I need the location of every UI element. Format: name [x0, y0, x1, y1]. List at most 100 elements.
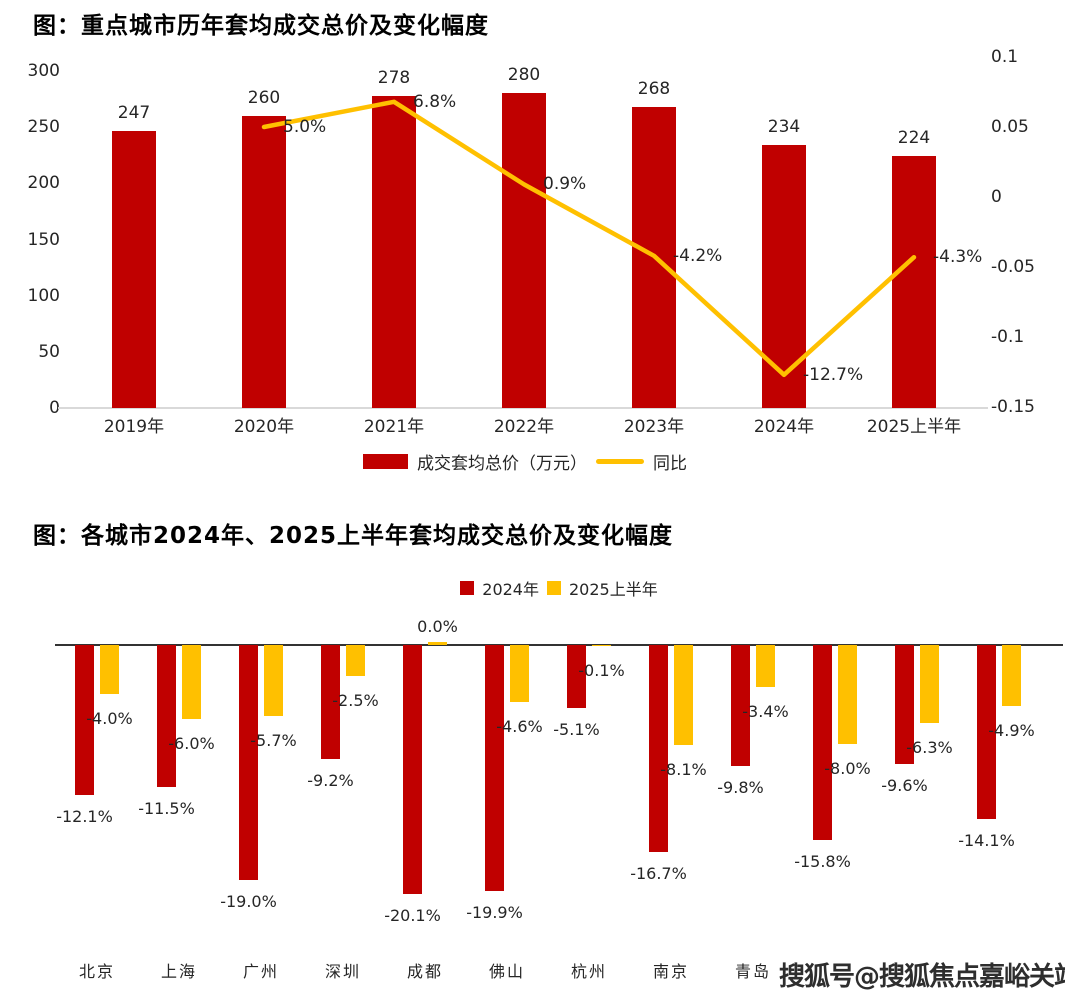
value-label-2024: -12.1% [56, 806, 113, 826]
chart1-title: 图：重点城市历年套均成交总价及变化幅度 [33, 13, 489, 39]
bar-value-label: 234 [767, 117, 801, 138]
value-label-2025h1: -6.0% [168, 734, 215, 754]
chart2-legend: 2024年 2025上半年 [55, 576, 1063, 600]
yoy-value-label: 6.8% [413, 91, 457, 112]
bar-2024 [75, 645, 94, 795]
value-label-2024: -11.5% [138, 799, 195, 819]
bar-value-label: 247 [117, 102, 151, 123]
yoy-value-label: -12.7% [803, 364, 864, 385]
bar-2025h1 [346, 645, 365, 676]
axis-tick-left: 200 [27, 173, 60, 194]
axis-tick-right: 0.1 [991, 47, 1019, 67]
value-label-2025h1: -2.5% [332, 690, 379, 710]
axis-tick-right: -0.15 [991, 397, 1035, 417]
legend2-2025h1-label: 2025上半年 [569, 580, 658, 599]
city-label: 成都 [406, 962, 443, 981]
legend2-2024-label: 2024年 [482, 580, 539, 599]
bar-2024 [321, 645, 340, 759]
value-label-2024: -9.2% [307, 770, 354, 790]
value-label-2025h1: -6.3% [906, 737, 953, 757]
axis-tick-left: 0 [49, 398, 60, 418]
bar-2025h1 [428, 642, 447, 645]
city-label: 南京 [652, 962, 689, 981]
value-label-2025h1: -8.1% [660, 760, 707, 780]
price-bar [372, 95, 416, 408]
axis-tick-right: -0.05 [991, 257, 1035, 277]
city-label: 深圳 [324, 962, 361, 981]
bar-2025h1 [756, 645, 775, 688]
value-label-2025h1: -0.1% [578, 661, 625, 681]
axis-tick-right: 0.05 [991, 117, 1029, 137]
yoy-value-label: 0.9% [543, 174, 587, 195]
value-label-2025h1: -4.9% [988, 720, 1035, 740]
price-bar [112, 130, 156, 408]
legend1-line-swatch [596, 459, 644, 464]
price-bar [632, 106, 676, 408]
value-label-2025h1: -4.6% [496, 716, 543, 736]
city-label: 广州 [242, 962, 279, 981]
category-label: 2020年 [233, 417, 295, 437]
category-label: 2024年 [753, 417, 815, 437]
legend1-line-label: 同比 [653, 454, 687, 474]
price-bar [242, 115, 286, 408]
bar-2024 [731, 645, 750, 767]
bar-value-label: 280 [507, 65, 541, 86]
city-label: 杭州 [570, 962, 607, 981]
city-label: 北京 [78, 962, 115, 981]
city-label: 青岛 [734, 962, 771, 981]
price-bar [892, 156, 936, 408]
value-label-2024: -14.1% [958, 831, 1015, 851]
bar-2025h1 [510, 645, 529, 702]
city-label: 上海 [160, 962, 197, 981]
city-label: 佛山 [488, 962, 525, 981]
bar-2025h1 [1002, 645, 1021, 706]
chart2-title: 图：各城市2024年、2025上半年套均成交总价及变化幅度 [33, 523, 674, 549]
axis-tick-left: 100 [27, 285, 60, 306]
value-label-2024: -9.8% [717, 778, 764, 798]
bar-2025h1 [838, 645, 857, 744]
category-label: 2025上半年 [866, 417, 962, 437]
bar-2024 [649, 645, 668, 852]
value-label-2024: -20.1% [384, 905, 441, 925]
yoy-value-label: 5.0% [283, 117, 327, 137]
bar-2024 [977, 645, 996, 820]
value-label-2024: -5.1% [553, 720, 600, 740]
category-label: 2023年 [623, 417, 685, 437]
bar-2024 [485, 645, 504, 892]
bar-2025h1 [920, 645, 939, 723]
value-label-2024: -19.9% [466, 903, 523, 923]
bar-2025h1 [100, 645, 119, 695]
bar-2024 [813, 645, 832, 841]
axis-tick-right: -0.1 [991, 327, 1025, 347]
price-bar [502, 93, 546, 408]
bar-value-label: 268 [637, 78, 671, 99]
axis-tick-left: 50 [38, 341, 60, 362]
yoy-value-label: -4.3% [933, 247, 983, 268]
bar-2025h1 [182, 645, 201, 720]
bar-value-label: 224 [897, 128, 931, 149]
axis-tick-left: 150 [27, 229, 60, 250]
value-label-2025h1: 0.0% [417, 617, 458, 636]
value-label-2025h1: -3.4% [742, 702, 789, 722]
bar-value-label: 278 [377, 67, 411, 88]
value-label-2025h1: -8.0% [824, 758, 871, 778]
bar-2024 [239, 645, 258, 881]
bar-2025h1 [264, 645, 283, 716]
chart2-baseline [55, 644, 1063, 646]
bar-2025h1 [674, 645, 693, 746]
category-label: 2021年 [363, 417, 425, 437]
bar-2025h1 [592, 645, 611, 647]
axis-tick-left: 300 [27, 61, 60, 81]
yoy-value-label: -4.2% [673, 245, 723, 266]
value-label-2024: -19.0% [220, 892, 277, 912]
category-label: 2022年 [493, 417, 555, 437]
watermark: 搜狐号@搜狐焦点嘉峪关站 [779, 962, 1065, 992]
bar-2024 [567, 645, 586, 709]
axis-tick-left: 250 [27, 117, 60, 138]
legend2-2024-swatch [460, 581, 475, 595]
bar-2024 [403, 645, 422, 894]
category-label: 2019年 [103, 417, 165, 437]
value-label-2025h1: -4.0% [86, 709, 133, 729]
value-label-2024: -9.6% [881, 775, 928, 795]
